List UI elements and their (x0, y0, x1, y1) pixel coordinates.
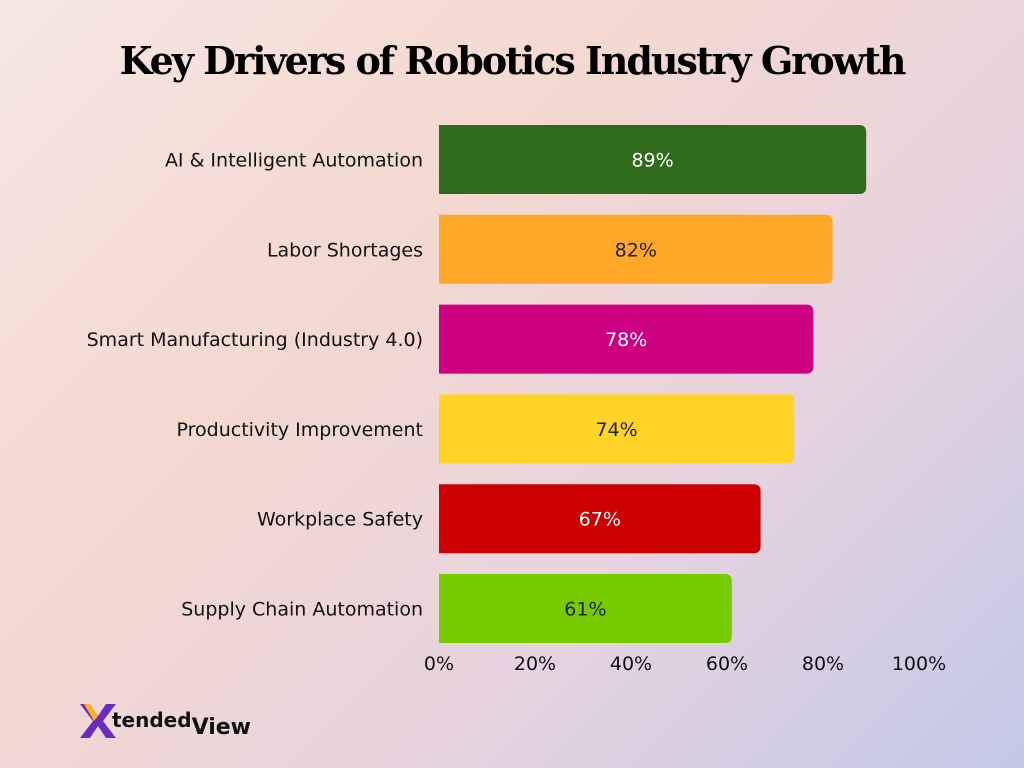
value-label: 67% (579, 509, 621, 531)
bar-5 (439, 574, 732, 643)
category-label: Productivity Improvement (177, 419, 424, 441)
category-label: Labor Shortages (267, 239, 423, 261)
bar-1 (439, 214, 833, 284)
x-tick-label: 100% (892, 653, 946, 675)
value-label: 61% (564, 599, 606, 621)
bar-chart: AI & Intelligent Automation 89% Labor Shor… (87, 125, 946, 675)
bar-4 (439, 484, 761, 554)
x-tick-label: 0% (424, 653, 454, 675)
logo-x-icon (80, 704, 116, 738)
bar-3 (439, 394, 795, 464)
chart-title: Key Drivers of Robotics Industry Growth (119, 38, 906, 83)
category-label: Smart Manufacturing (Industry 4.0) (87, 329, 423, 351)
brand-logo: tendedView (78, 700, 278, 750)
logo-wordmark: tendedView (112, 708, 251, 740)
x-tick-label: 60% (706, 653, 748, 675)
category-label: Workplace Safety (257, 509, 423, 531)
x-tick-label: 20% (514, 653, 556, 675)
bar-2 (439, 304, 814, 374)
x-tick-label: 40% (610, 653, 652, 675)
value-label: 82% (615, 239, 657, 261)
bar-0 (439, 125, 867, 194)
value-label: 89% (631, 150, 673, 172)
category-label: AI & Intelligent Automation (165, 150, 423, 172)
x-tick-label: 80% (802, 653, 844, 675)
value-label: 78% (605, 329, 647, 351)
value-label: 74% (595, 419, 637, 441)
category-label: Supply Chain Automation (181, 599, 423, 621)
